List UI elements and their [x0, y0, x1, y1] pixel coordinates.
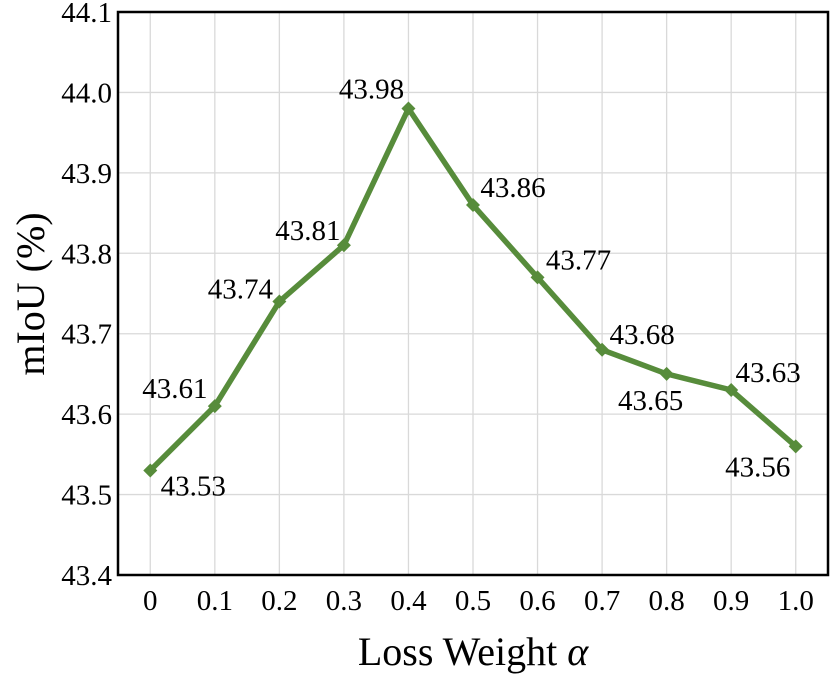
data-point-label: 43.65 [618, 385, 683, 417]
data-point-label: 43.86 [480, 172, 545, 204]
x-tick-label: 0.6 [519, 585, 555, 617]
y-tick-label: 43.4 [61, 560, 112, 592]
data-point-label: 43.63 [736, 357, 801, 389]
plot-frame [116, 10, 830, 577]
data-point-marker [595, 342, 610, 357]
data-point-marker [207, 399, 222, 414]
data-point-marker [466, 198, 480, 213]
x-tick-label: 0.8 [649, 585, 685, 617]
y-tick-label: 43.9 [61, 158, 112, 190]
data-point-marker [788, 439, 803, 454]
data-point-marker [724, 383, 739, 398]
y-tick-label: 43.6 [61, 399, 112, 431]
data-point-label: 43.56 [725, 451, 790, 483]
data-point-label: 43.68 [609, 319, 674, 351]
x-tick-label: 0.4 [390, 585, 427, 617]
y-tick-label: 43.7 [61, 319, 112, 351]
data-point-label: 43.77 [546, 244, 611, 276]
x-tick-label: 0.3 [326, 585, 362, 617]
data-point-marker [401, 101, 416, 116]
y-axis-title: mIoU (%) [8, 212, 53, 375]
x-tick-label: 0 [143, 585, 158, 617]
x-tick-label: 0.9 [713, 585, 749, 617]
data-point-label: 43.61 [142, 373, 207, 405]
y-tick-label: 43.8 [61, 238, 112, 270]
x-axis-title-text: Loss Weight [358, 629, 567, 674]
x-axis-tick-labels: 0 0.1 0.2 0.3 0.4 0.5 0.6 0.7 0.8 0.9 1.0 [143, 585, 814, 617]
data-point-marker [530, 270, 545, 285]
y-tick-label: 43.5 [61, 480, 112, 512]
x-tick-label: 0.2 [261, 585, 297, 617]
data-point-marker [272, 294, 287, 309]
data-point-label: 43.74 [208, 274, 274, 306]
data-markers [143, 101, 803, 478]
x-tick-label: 1.0 [778, 585, 814, 617]
data-point-marker [143, 463, 158, 478]
data-point-marker [659, 366, 674, 381]
y-axis-tick-labels: 43.4 43.5 43.6 43.7 43.8 43.9 44.0 44.1 [61, 0, 112, 592]
y-tick-label: 44.1 [61, 0, 112, 29]
data-point-label: 43.53 [161, 470, 226, 502]
y-tick-label: 44.0 [61, 77, 112, 109]
x-axis-title: Loss Weight α [358, 629, 589, 674]
data-point-label: 43.81 [275, 215, 340, 247]
data-point-label: 43.98 [339, 74, 404, 106]
x-tick-label: 0.1 [197, 585, 233, 617]
x-tick-label: 0.7 [584, 585, 620, 617]
alpha-symbol: α [567, 629, 589, 674]
x-tick-label: 0.5 [455, 585, 491, 617]
data-point-marker [336, 238, 351, 253]
